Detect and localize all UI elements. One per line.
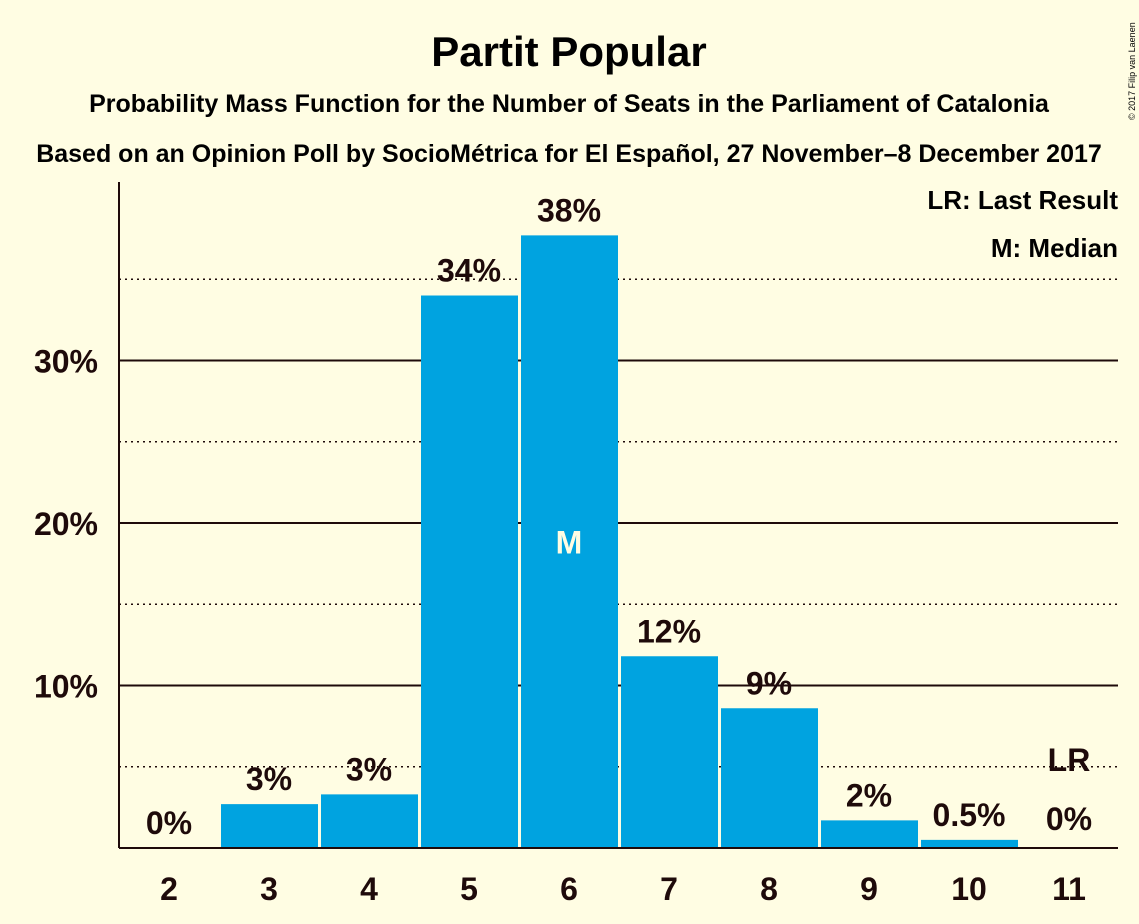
- data-label-seats-5: 34%: [437, 253, 501, 289]
- x-tick-label: 4: [360, 871, 378, 907]
- x-tick-label: 3: [260, 871, 278, 907]
- x-tick-label: 8: [760, 871, 778, 907]
- x-tick-label: 5: [460, 871, 478, 907]
- x-tick-label: 6: [560, 871, 578, 907]
- x-tick-label: 2: [160, 871, 178, 907]
- bars: 0% 2 3% 3 3% 4 34% 5 38% M 6 12% 7 9% 8 2% 9 0.5% 10 0% LR 11: [146, 192, 1092, 907]
- x-tick-label: 7: [660, 871, 678, 907]
- data-label-seats-10: 0.5%: [933, 797, 1006, 833]
- chart-source: Based on an Opinion Poll by SocioMétrica…: [36, 140, 1102, 168]
- chart-subtitle: Probability Mass Function for the Number…: [89, 90, 1050, 118]
- bar-seats-7: [621, 656, 718, 848]
- x-tick-label: 10: [951, 871, 987, 907]
- data-label-seats-6: 38%: [537, 192, 601, 228]
- gridlines: [119, 278, 1118, 768]
- bar-seats-6: [521, 235, 618, 848]
- bar-seats-4: [321, 794, 418, 848]
- data-label-seats-9: 2%: [846, 777, 892, 813]
- legend: LR: Last Result M: Median: [927, 185, 1118, 263]
- axes: 10% 20% 30%: [34, 182, 1118, 849]
- bar-seats-10: [921, 839, 1018, 848]
- bar-seats-5: [421, 295, 518, 848]
- data-label-seats-7: 12%: [637, 613, 701, 649]
- y-tick-label: 10%: [34, 669, 98, 705]
- median-marker: M: [556, 525, 583, 561]
- chart-title: Partit Popular: [431, 28, 706, 75]
- data-label-seats-4: 3%: [346, 751, 392, 787]
- bar-seats-3: [221, 804, 318, 848]
- data-label-seats-11: 0%: [1046, 801, 1092, 837]
- legend-last-result: LR: Last Result: [927, 185, 1118, 215]
- bar-seats-9: [821, 820, 918, 848]
- last-result-marker: LR: [1048, 742, 1091, 778]
- copyright-notice: © 2017 Filip van Laenen: [1127, 22, 1137, 120]
- x-tick-label: 9: [860, 871, 878, 907]
- y-tick-label: 30%: [34, 344, 98, 380]
- data-label-seats-2: 0%: [146, 805, 192, 841]
- y-tick-label: 20%: [34, 506, 98, 542]
- bar-seats-8: [721, 708, 818, 848]
- legend-median: M: Median: [991, 233, 1118, 263]
- data-label-seats-8: 9%: [746, 665, 792, 701]
- data-label-seats-3: 3%: [246, 761, 292, 797]
- x-tick-label: 11: [1052, 871, 1086, 907]
